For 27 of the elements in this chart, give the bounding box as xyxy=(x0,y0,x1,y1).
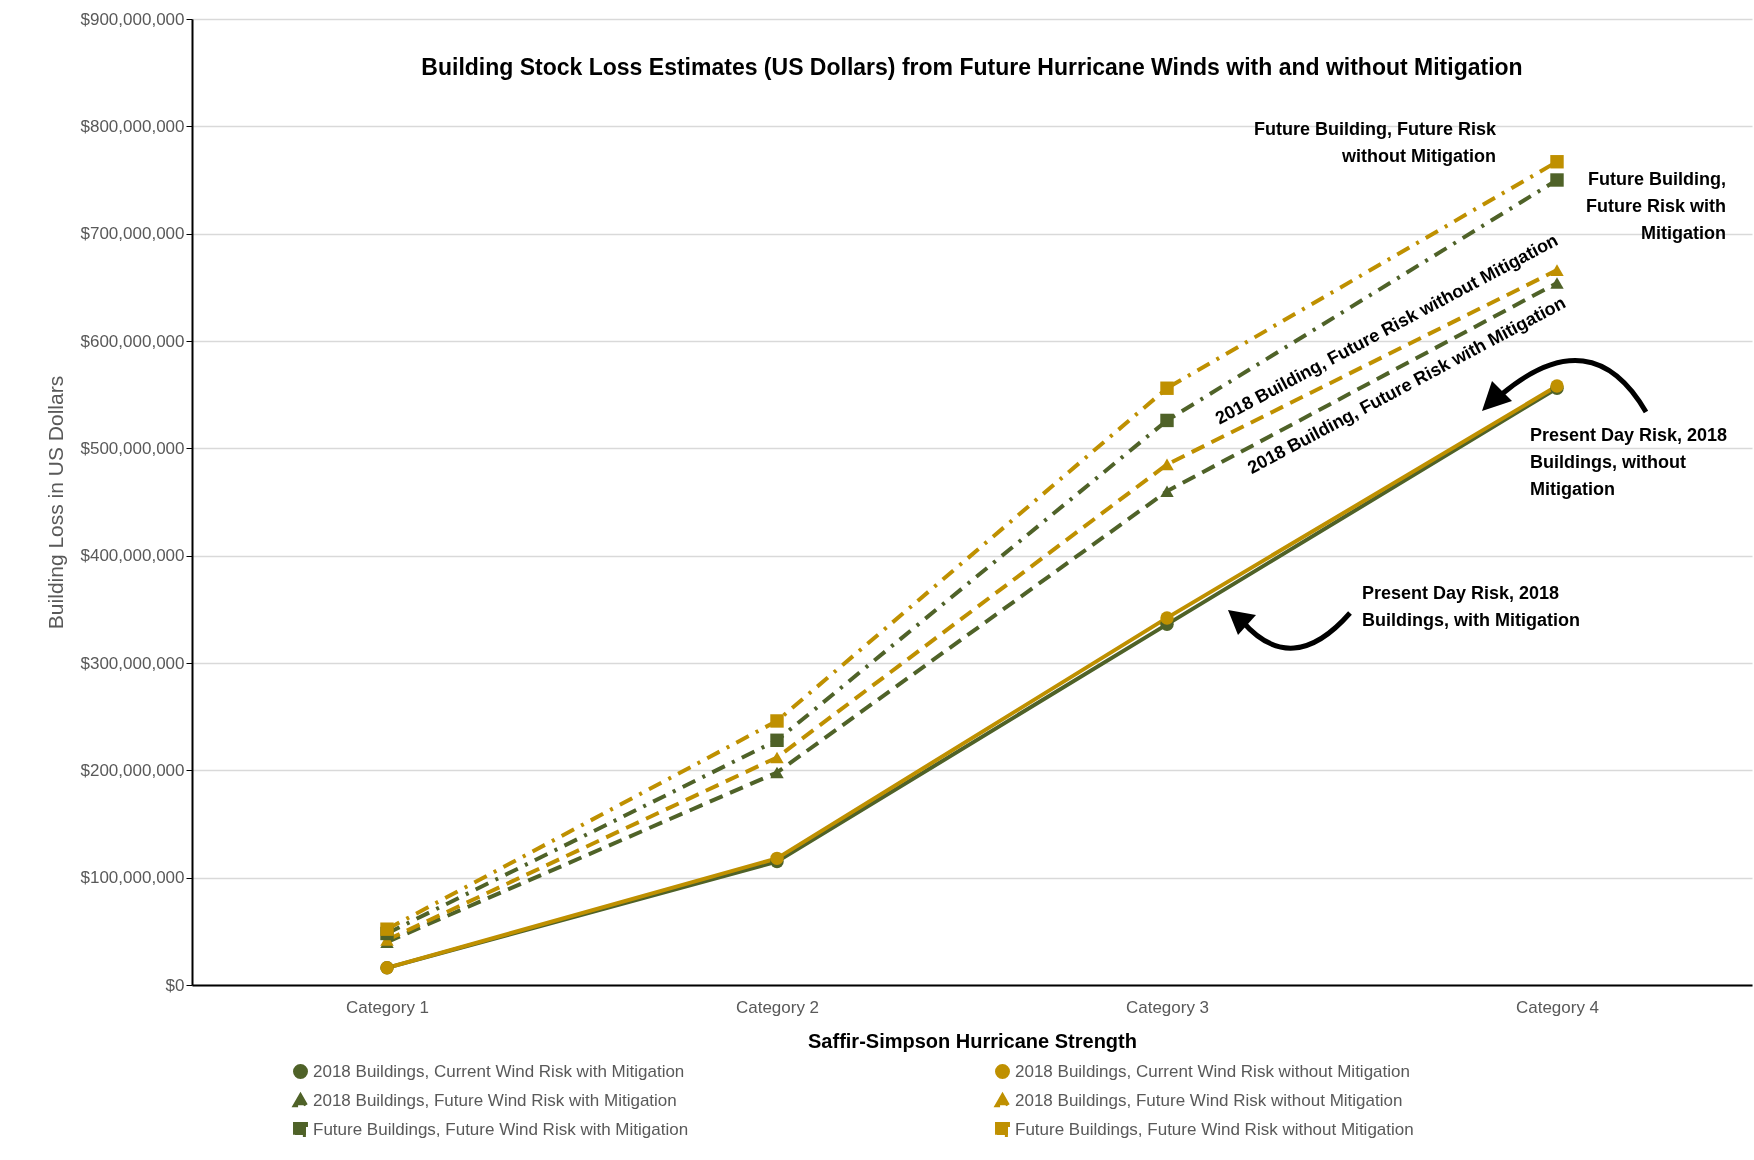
x-tick-label: Category 2 xyxy=(735,997,820,1017)
annotation: Present Day Risk, 2018 Buildings, with Mitigation xyxy=(1362,583,1580,630)
annotation: Future Building, Future Risk without Mitigation xyxy=(1254,119,1497,166)
x-tick-label: Category 4 xyxy=(1515,997,1600,1017)
y-tick-label: $900,000,000 xyxy=(80,9,185,29)
legend-label: Future Buildings, Future Wind Risk without Mitigation xyxy=(1015,1119,1414,1139)
text: Building Stock Loss Estimates (US Dollars) from Future Hurricane Winds with and without Mitigation xyxy=(421,54,1523,80)
y-tick-label: $500,000,000 xyxy=(80,438,185,458)
legend-label: 2018 Buildings, Current Wind Risk with Mitigation xyxy=(313,1061,685,1081)
y-tick-label: $700,000,000 xyxy=(80,224,185,244)
y-axis-title: Building Loss in US Dollars xyxy=(43,375,67,630)
y-tick-label: $400,000,000 xyxy=(80,546,185,566)
legend-label: 2018 Buildings, Future Wind Risk without Mitigation xyxy=(1015,1090,1403,1110)
y-tick-label: $100,000,000 xyxy=(80,868,185,888)
annotation: Future Building, Future Risk with Mitigation xyxy=(1585,169,1726,243)
y-tick-label: $200,000,000 xyxy=(80,760,185,780)
x-axis-title: Saffir-Simpson Hurricane Strength xyxy=(808,1029,1137,1052)
legend-label: Future Buildings, Future Wind Risk with Mitigation xyxy=(313,1119,689,1139)
x-tick-label: Category 3 xyxy=(1125,997,1210,1017)
legend-label: 2018 Buildings, Future Wind Risk with Mitigation xyxy=(313,1090,677,1110)
y-tick-label: $300,000,000 xyxy=(80,653,185,673)
y-tick-label: $800,000,000 xyxy=(80,116,185,136)
legend-label: 2018 Buildings, Current Wind Risk without Mitigation xyxy=(1015,1061,1410,1081)
x-tick-label: Category 1 xyxy=(345,997,430,1017)
annotation: Present Day Risk, 2018 Buildings, without Mitigation xyxy=(1530,425,1728,500)
y-tick-label: $0 xyxy=(165,975,185,995)
y-tick-label: $600,000,000 xyxy=(80,331,185,351)
